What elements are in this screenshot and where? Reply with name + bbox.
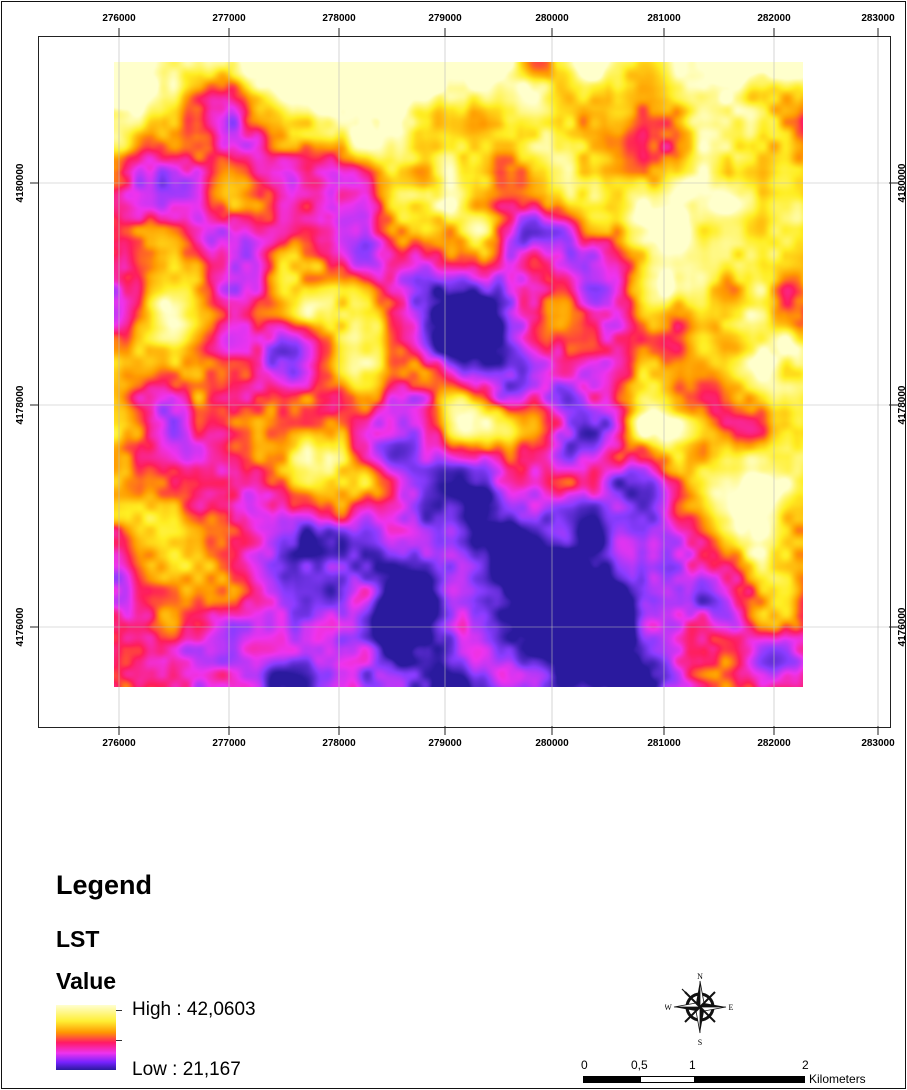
north-label: N (697, 972, 703, 981)
y-tick-right: 4176000 (897, 607, 905, 647)
x-tick-bottom: 281000 (647, 738, 681, 749)
legend-high-label: High : 42,0603 (132, 999, 256, 1020)
x-tick-bottom: 279000 (428, 738, 462, 749)
x-tick-top: 276000 (102, 13, 136, 24)
x-tick-top: 282000 (757, 13, 791, 24)
x-tick-bottom: 277000 (212, 738, 246, 749)
x-tick-top: 283000 (861, 13, 895, 24)
scale-label-half: 0,5 (631, 1058, 648, 1072)
y-tick-right: 4178000 (897, 385, 905, 425)
legend-low-tick (116, 1040, 122, 1041)
scale-unit: Kilometers (809, 1072, 866, 1086)
y-tick-left: 4180000 (15, 163, 26, 203)
x-tick-bottom: 278000 (322, 738, 356, 749)
x-tick-bottom: 280000 (535, 738, 569, 749)
x-tick-top: 279000 (428, 13, 462, 24)
scale-segment (583, 1076, 640, 1083)
x-tick-top: 280000 (535, 13, 569, 24)
east-label: E (729, 1003, 734, 1012)
x-tick-top: 277000 (212, 13, 246, 24)
legend-title: Legend (56, 870, 153, 900)
legend-layer-name: LST (56, 926, 100, 952)
legend-high-tick (116, 1010, 122, 1011)
legend-low-label: Low : 21,167 (132, 1059, 241, 1080)
y-tick-left: 4178000 (15, 385, 26, 425)
y-ticks-right: 4180000 4178000 4176000 (890, 0, 905, 1090)
x-tick-top: 281000 (647, 13, 681, 24)
x-tick-bottom: 283000 (861, 738, 895, 749)
scale-label-1: 1 (689, 1058, 696, 1072)
south-label: S (698, 1038, 702, 1047)
x-tick-bottom: 276000 (102, 738, 136, 749)
scale-segment (640, 1076, 695, 1083)
legend-color-ramp (56, 1005, 116, 1070)
y-tick-left: 4176000 (15, 607, 26, 647)
y-tick-right: 4180000 (897, 163, 905, 203)
scale-bar: 0 0,5 1 2 Kilometers (575, 1050, 895, 1086)
west-label: W (665, 1003, 672, 1012)
x-tick-top: 278000 (322, 13, 356, 24)
scale-label-2: 2 (802, 1058, 809, 1072)
legend-field-name: Value (56, 968, 117, 994)
north-arrow-icon: N S W E (665, 972, 734, 1047)
x-tick-bottom: 282000 (757, 738, 791, 749)
scale-label-0: 0 (581, 1058, 588, 1072)
scale-segment (695, 1076, 805, 1083)
